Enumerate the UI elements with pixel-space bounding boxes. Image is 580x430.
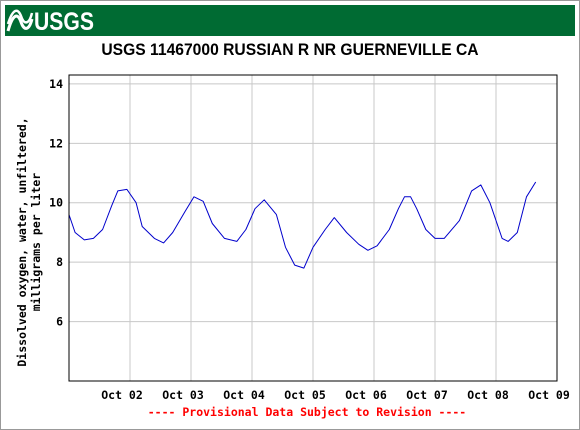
usgs-banner: USGS [5, 5, 575, 36]
y-tick-labels: 6 8 10 12 14 [49, 77, 63, 329]
x-tick-label: Oct 02 [101, 388, 143, 402]
y-tick-label: 10 [49, 196, 63, 210]
grid-lines [69, 75, 557, 381]
x-tick-label: Oct 05 [284, 388, 326, 402]
series-line [68, 181, 537, 269]
y-tick-label: 8 [56, 255, 63, 269]
y-tick-label: 12 [49, 136, 63, 150]
usgs-logo-text: USGS [34, 8, 94, 36]
data-series [68, 181, 537, 269]
x-tick-labels: Oct 02 Oct 03 Oct 04 Oct 05 Oct 06 Oct 07 Oct … [101, 388, 570, 402]
x-tick-label: Oct 09 [528, 388, 570, 402]
x-tick-label: Oct 08 [467, 388, 509, 402]
y-tick-label: 6 [56, 315, 63, 329]
usgs-logo-mark-icon [6, 9, 34, 32]
y-tick-label: 14 [49, 77, 63, 91]
plot-border [68, 74, 558, 382]
chart-title: USGS 11467000 RUSSIAN R NR GUERNEVILLE C… [101, 40, 479, 59]
usgs-logo[interactable]: USGS [5, 5, 105, 36]
x-tick-label: Oct 03 [162, 388, 204, 402]
provisional-data-note: ---- Provisional Data Subject to Revisio… [147, 405, 467, 419]
x-tick-label: Oct 06 [345, 388, 387, 402]
x-tick-label: Oct 04 [223, 388, 265, 402]
x-tick-label: Oct 07 [406, 388, 448, 402]
